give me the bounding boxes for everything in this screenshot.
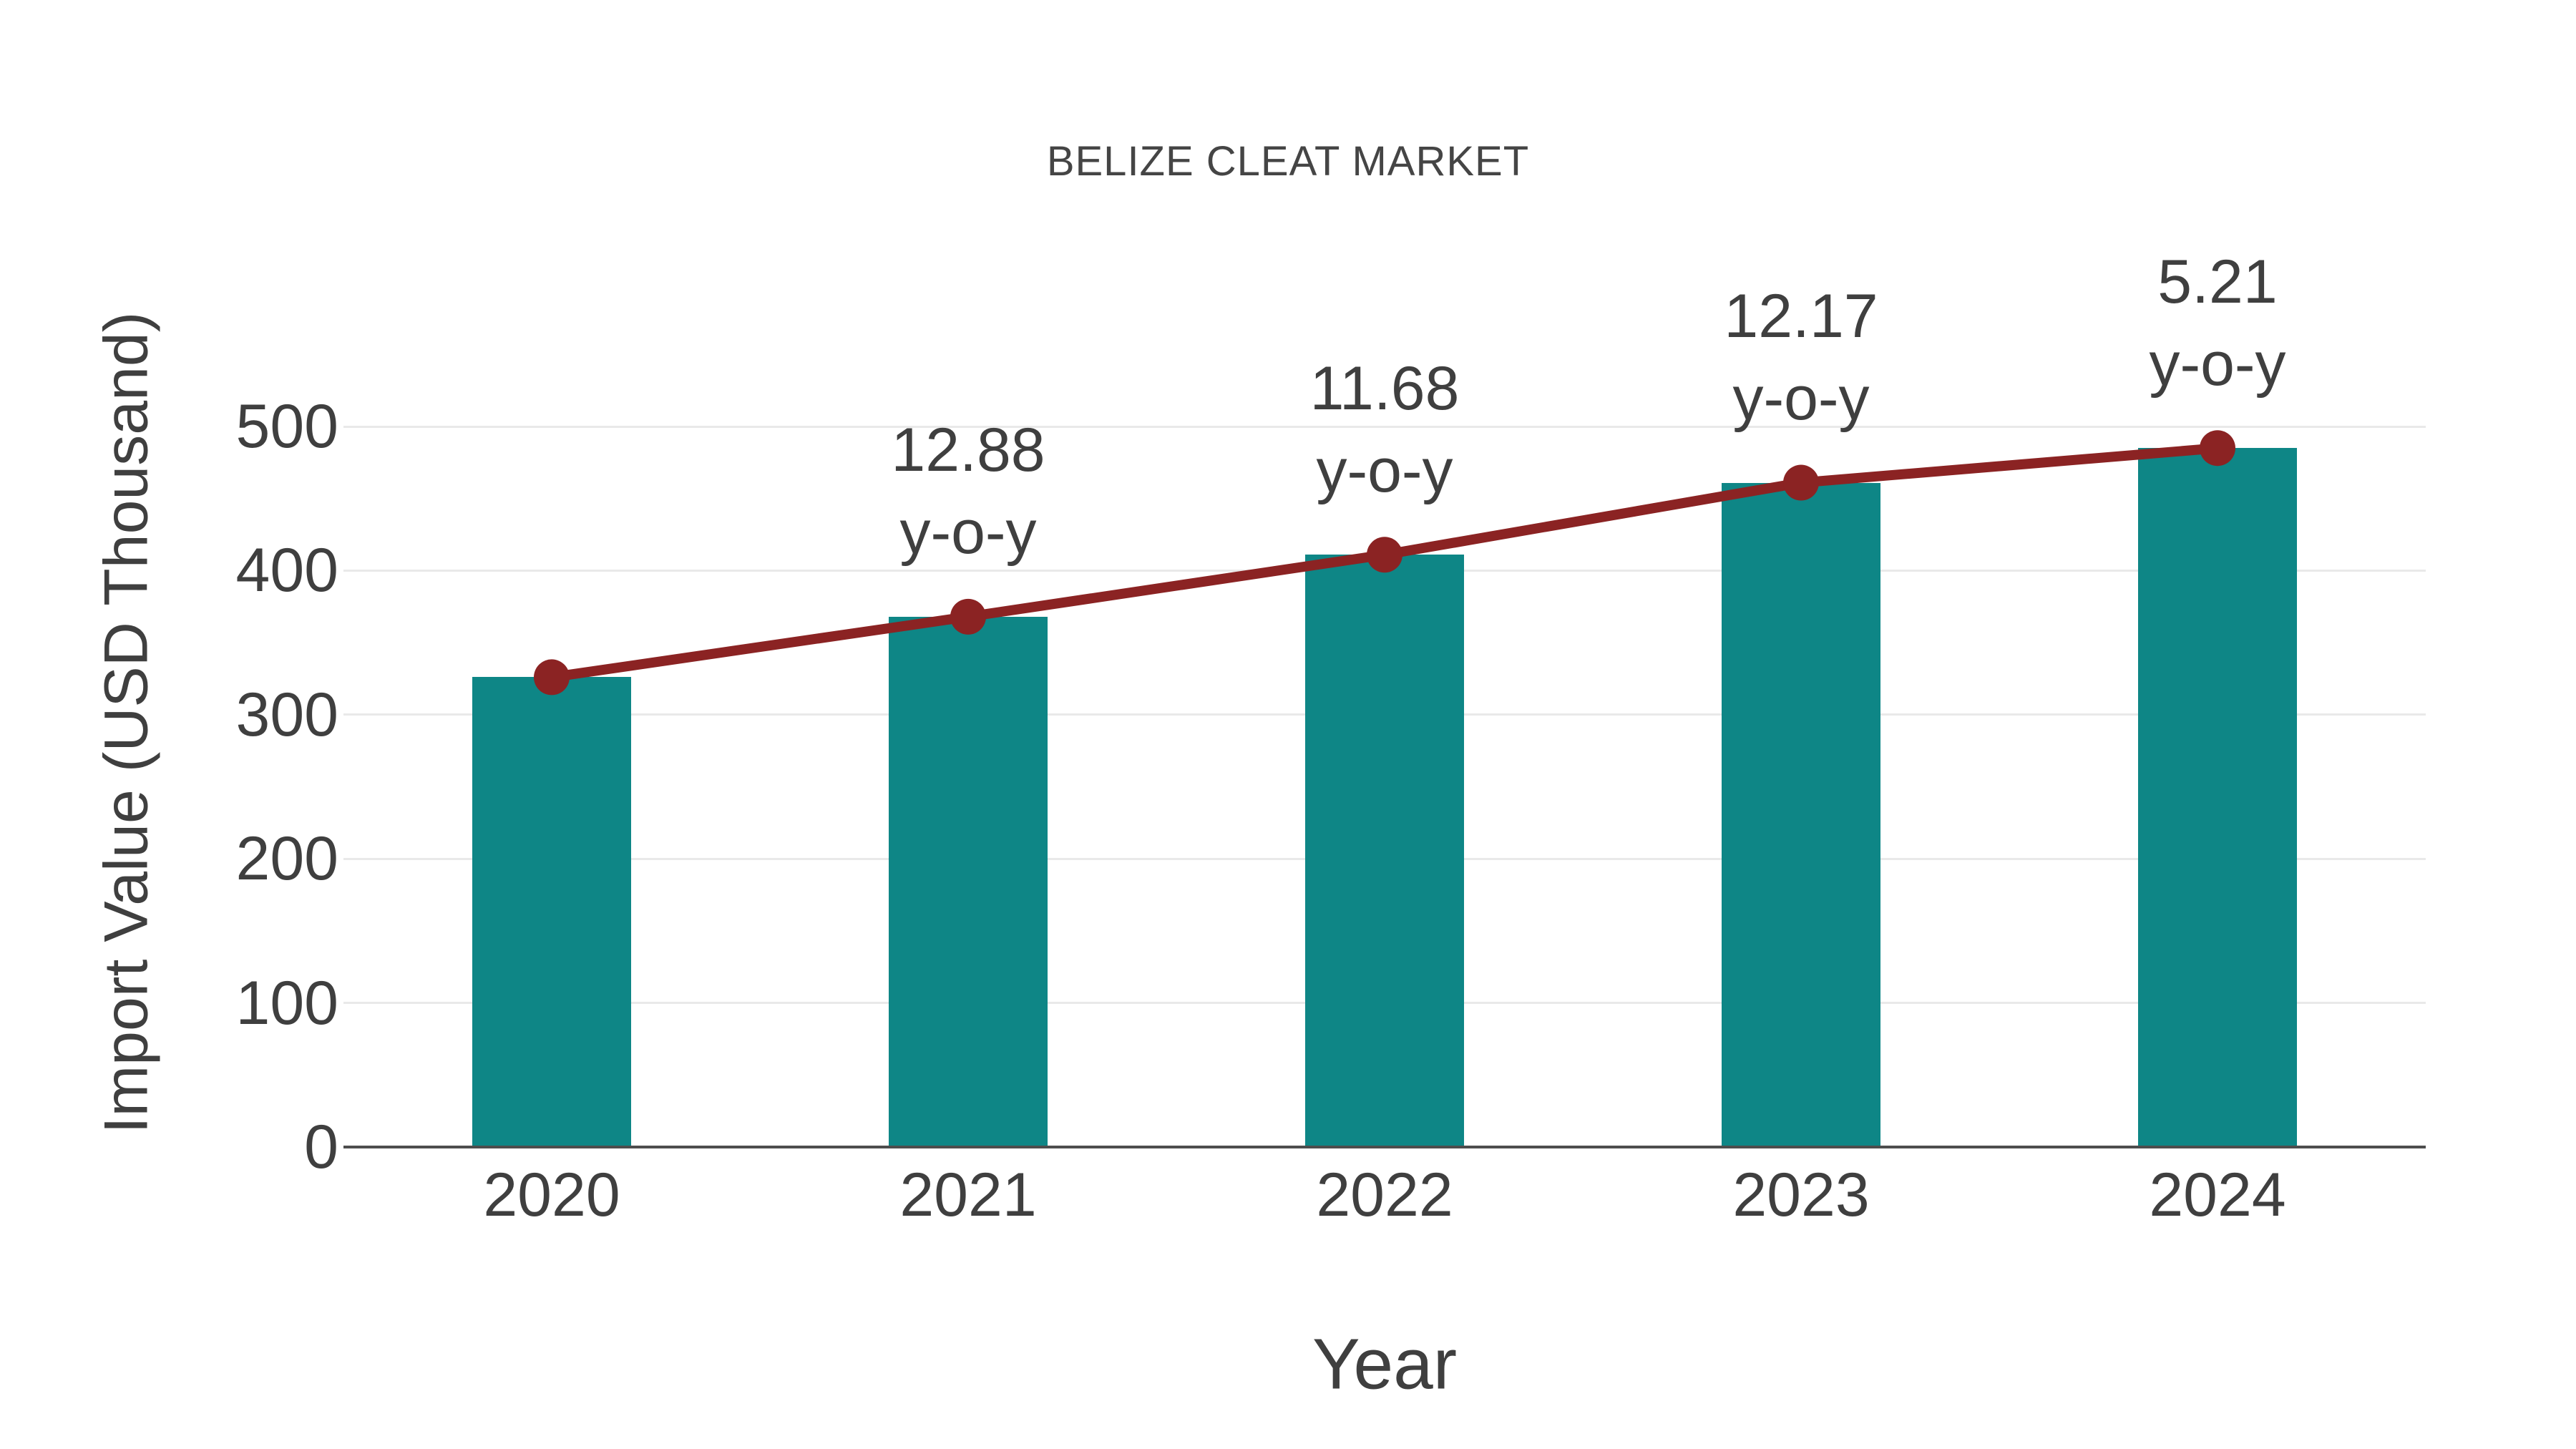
annotation-2022: 11.68 y-o-y (1310, 348, 1460, 512)
x-tick-label-2024: 2024 (2149, 1161, 2286, 1229)
annotation-2023: 12.17 y-o-y (1724, 275, 1878, 440)
y-tick-label: 300 (235, 680, 339, 749)
y-tick-label: 200 (235, 824, 339, 894)
data-point-marker-2024 (2200, 430, 2235, 467)
y-tick-label: 500 (235, 392, 339, 461)
bar-2024 (2138, 448, 2297, 1147)
annotation-suffix: y-o-y (2149, 329, 2286, 399)
y-tick-label: 0 (304, 1113, 338, 1181)
x-tick-label-2020: 2020 (483, 1161, 620, 1229)
bar-2022 (1305, 555, 1464, 1147)
x-tick-label-2022: 2022 (1316, 1161, 1453, 1229)
x-axis-title: Year (1312, 1324, 1458, 1405)
x-tick-label-2021: 2021 (899, 1161, 1037, 1229)
annotation-suffix: y-o-y (1732, 364, 1870, 434)
x-tick-label-2023: 2023 (1732, 1161, 1870, 1229)
y-tick-label: 400 (235, 536, 339, 605)
annotation-value: 11.68 (1309, 353, 1460, 423)
data-point-marker-2020 (534, 659, 570, 696)
annotation-2024: 5.21 y-o-y (2149, 241, 2285, 406)
bar-2021 (889, 616, 1048, 1147)
annotation-suffix: y-o-y (899, 498, 1037, 567)
annotation-value: 12.17 (1724, 282, 1878, 351)
bar-2020 (472, 677, 631, 1147)
annotation-value: 5.21 (2157, 247, 2278, 316)
bar-2023 (1722, 482, 1880, 1147)
data-point-marker-2021 (950, 598, 986, 635)
annotation-2021: 12.88 y-o-y (891, 409, 1045, 574)
y-tick-label: 100 (235, 968, 339, 1038)
chart-title: BELIZE CLEAT MARKET (1046, 138, 1530, 185)
data-point-marker-2023 (1783, 464, 1819, 501)
annotation-value: 12.88 (891, 416, 1045, 485)
x-axis-line (343, 1146, 2426, 1148)
annotation-suffix: y-o-y (1316, 436, 1453, 505)
gridline-y-500 (343, 425, 2426, 428)
data-point-marker-2022 (1367, 537, 1402, 573)
